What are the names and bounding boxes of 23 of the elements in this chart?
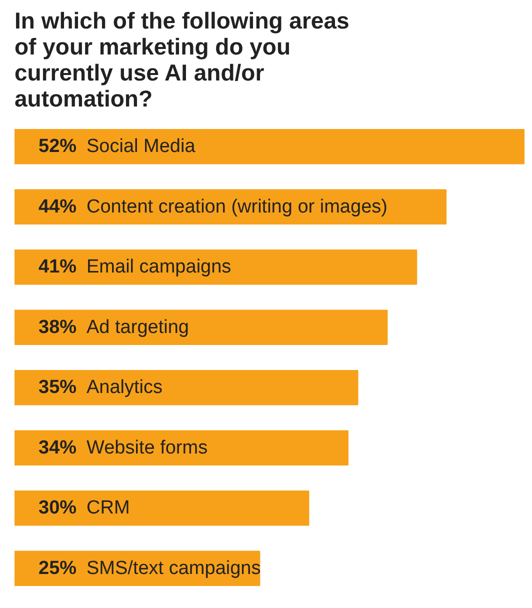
data-label: 52% [38, 136, 77, 158]
y-tick-label: SMS/text campaigns [86, 558, 261, 579]
bar [14, 128, 524, 164]
y-tick-label: Ad targeting [86, 316, 189, 338]
y-tick-label: Email campaigns [86, 256, 232, 278]
y-tick-label: Website forms [86, 437, 208, 458]
y-tick-label: Content creation (writing or images) [86, 196, 388, 218]
y-tick-label: Analytics [86, 377, 163, 398]
bar [14, 249, 418, 285]
y-tick-label: Social Media [86, 136, 196, 158]
data-label: 41% [38, 256, 77, 278]
data-label: 44% [38, 196, 77, 218]
data-label: 34% [38, 437, 77, 458]
bar [14, 370, 358, 406]
bar [14, 430, 348, 466]
data-label: 35% [38, 377, 77, 398]
chart-title: In which of the following areas of your marketing do you currently use AI and/or automation? [14, 8, 350, 112]
bar [14, 490, 310, 526]
y-tick-label: CRM [86, 498, 130, 519]
data-label: 25% [38, 558, 77, 579]
data-label: 38% [38, 316, 77, 338]
bar [14, 310, 388, 346]
data-label: 30% [38, 498, 77, 519]
